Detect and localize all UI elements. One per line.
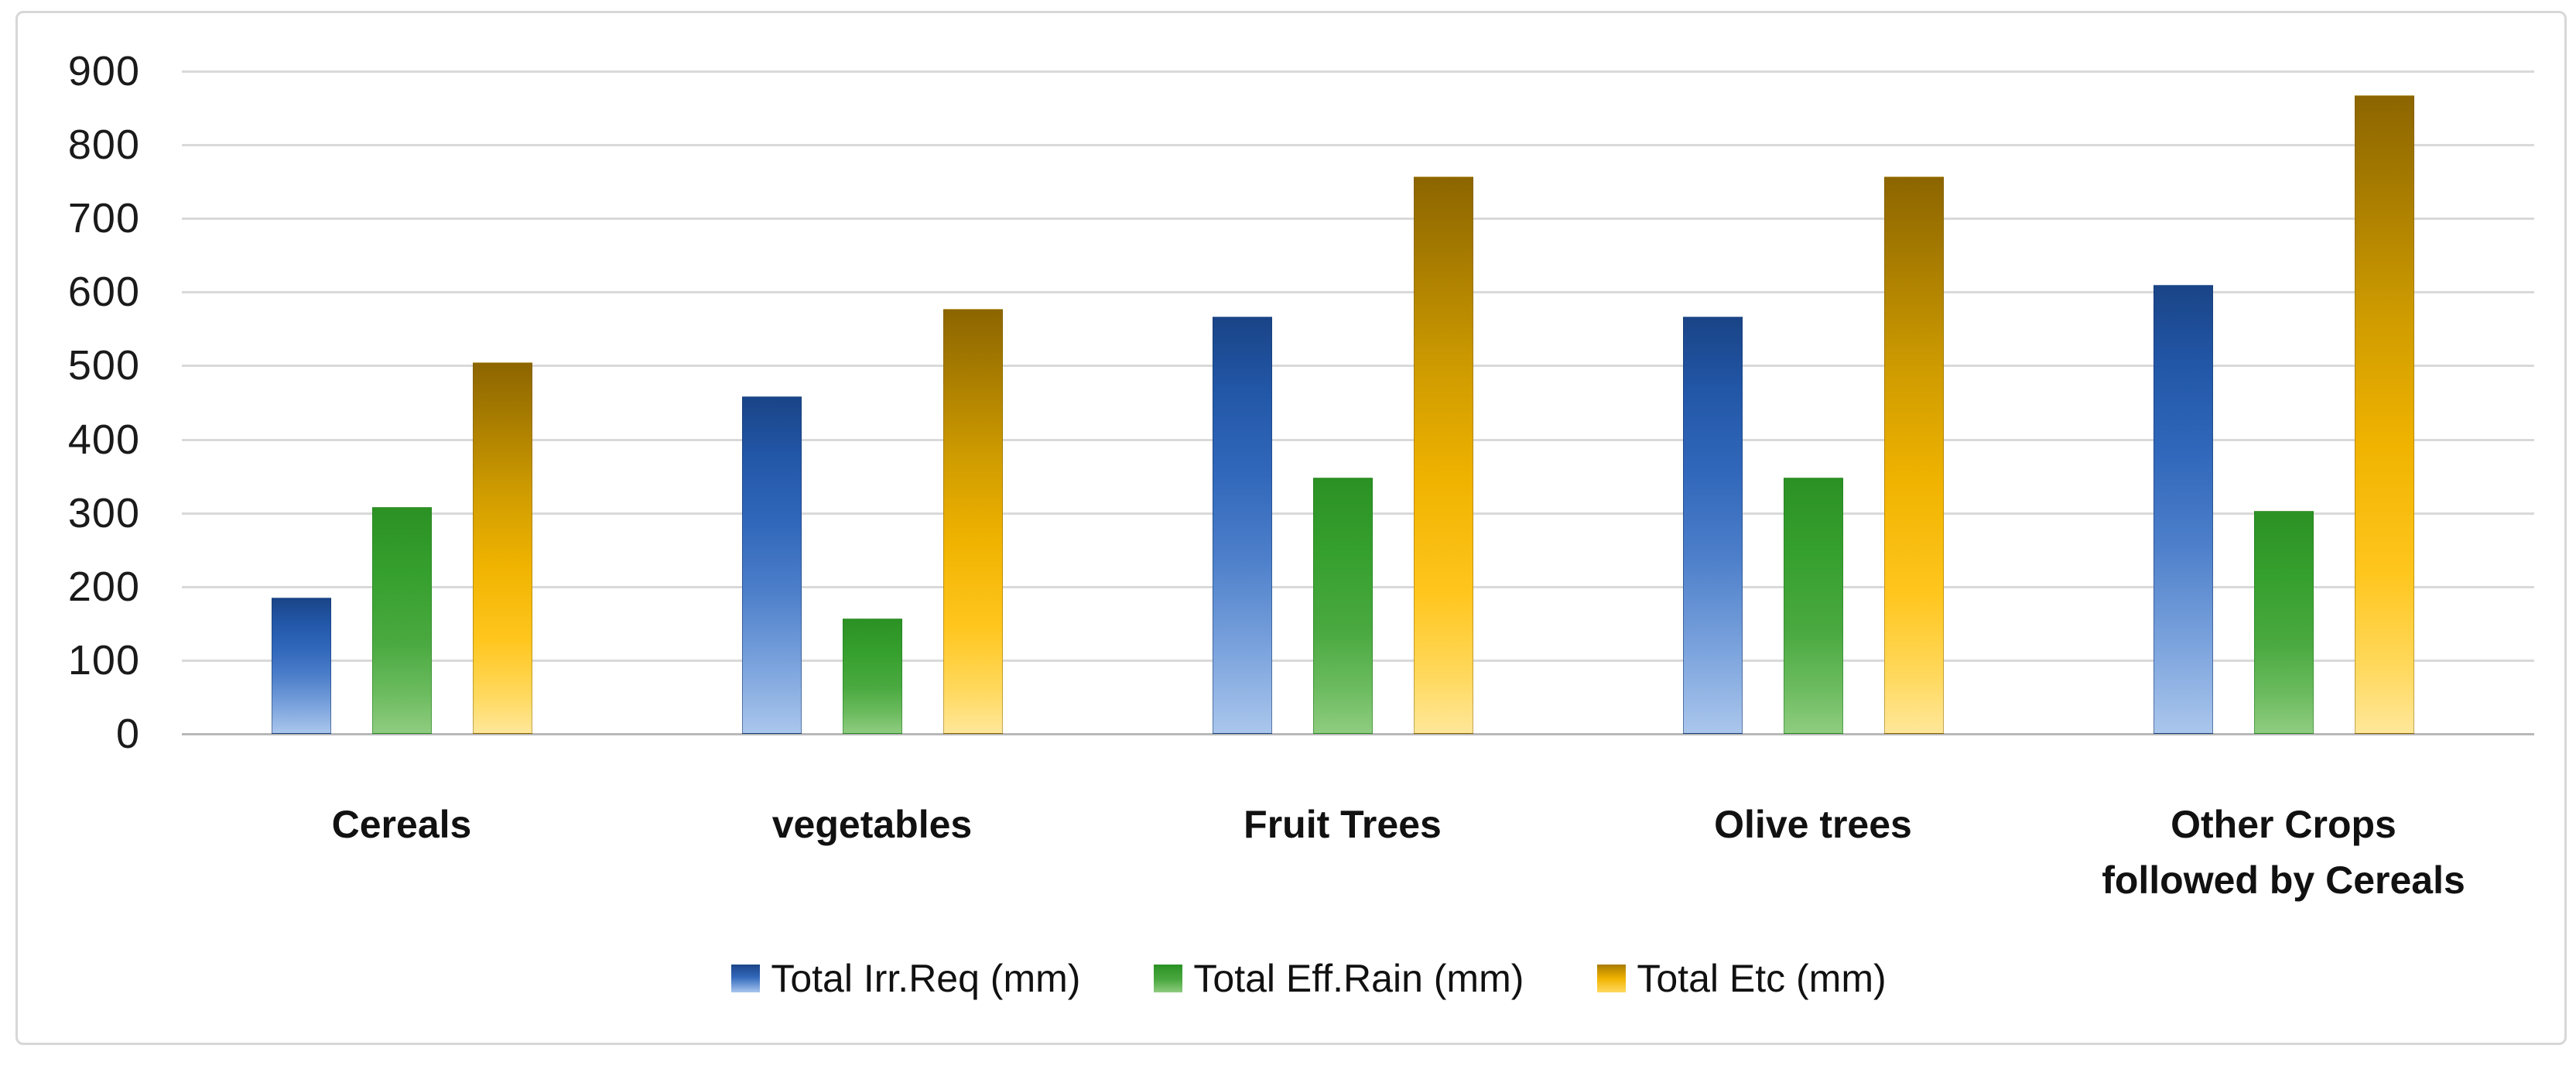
legend-swatch — [1597, 965, 1627, 992]
bar — [2354, 95, 2414, 734]
y-tick-label: 400 — [67, 416, 140, 463]
y-tick-label: 600 — [67, 269, 140, 316]
bar — [472, 362, 532, 734]
y-tick-label: 700 — [67, 195, 140, 242]
gridline — [182, 144, 2534, 147]
category-label: Cereals — [331, 803, 472, 846]
legend-label: Total Eff.Rain (mm) — [1193, 957, 1524, 1000]
bar — [1312, 478, 1373, 734]
legend-swatch — [731, 965, 761, 992]
legend-item: Total Irr.Req (mm) — [731, 956, 1080, 1001]
gridline — [182, 365, 2534, 368]
bar — [1883, 176, 1944, 734]
bar — [2153, 284, 2213, 734]
x-axis-line — [182, 733, 2534, 735]
legend-label: Total Etc (mm) — [1637, 957, 1887, 1000]
bar — [1682, 316, 1743, 734]
chart-legend: Total Irr.Req (mm) Total Eff.Rain (mm) Tot… — [33, 956, 2576, 1001]
gridline — [182, 438, 2534, 441]
bar — [2253, 510, 2314, 734]
y-tick-label: 500 — [67, 342, 140, 389]
category-label: Other Crops followed by Cereals — [2102, 803, 2465, 902]
bar — [1413, 176, 1473, 734]
bar — [741, 396, 802, 734]
category-label: Olive trees — [1714, 803, 1912, 846]
bar — [271, 598, 331, 734]
y-tick-label: 900 — [67, 48, 140, 94]
bar — [842, 618, 902, 734]
y-tick-label: 100 — [67, 636, 140, 684]
category-label: Fruit Trees — [1244, 803, 1442, 846]
chart-frame: 0 100 200 300 400 500 600 700 800 900 Cereals vege… — [15, 11, 2567, 1045]
legend-swatch — [1154, 965, 1183, 992]
y-tick-label: 0 — [115, 711, 140, 757]
legend-label: Total Irr.Req (mm) — [771, 957, 1081, 1000]
bar — [371, 507, 432, 734]
y-tick-label: 300 — [67, 489, 140, 536]
category-label: vegetables — [771, 803, 973, 846]
legend-item: Total Eff.Rain (mm) — [1154, 956, 1524, 1001]
gridline — [182, 218, 2534, 221]
bar — [1783, 478, 1843, 734]
y-tick-label: 200 — [67, 563, 140, 610]
bar — [1212, 316, 1272, 734]
bar — [942, 309, 1003, 734]
gridline — [182, 291, 2534, 294]
gridline — [182, 70, 2534, 73]
legend-item: Total Etc (mm) — [1597, 956, 1887, 1001]
y-tick-label: 800 — [67, 122, 140, 169]
